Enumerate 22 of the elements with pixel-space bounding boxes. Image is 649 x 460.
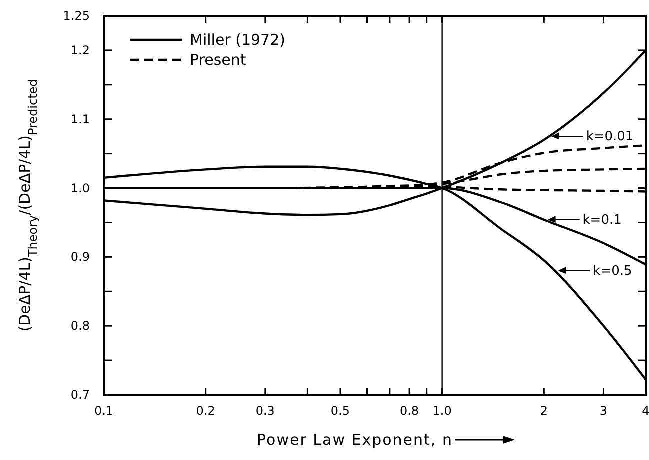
y-tick-label: 0.7 <box>70 388 90 402</box>
legend-label: Present <box>190 51 246 69</box>
x-tick-label: 4 <box>642 404 649 418</box>
annotation: k=0.1 <box>582 212 622 228</box>
x-tick-label: 0.1 <box>94 404 114 418</box>
x-tick-label: 0.2 <box>196 404 216 418</box>
annotation: k=0.5 <box>593 264 632 279</box>
x-tick-label: 1.0 <box>432 404 452 418</box>
legend-label: Miller (1972) <box>190 31 286 49</box>
x-axis-title: Power Law Exponent, n <box>257 431 453 449</box>
y-tick-label: 0.8 <box>70 319 90 334</box>
y-tick-label: 1.25 <box>63 9 90 23</box>
y-tick-label: 1.2 <box>70 43 90 58</box>
y-tick-label: 1.1 <box>70 112 90 126</box>
y-tick-label: 1.0 <box>70 181 90 196</box>
x-tick-label: 3 <box>600 404 608 418</box>
x-tick-label: 0.8 <box>400 404 420 418</box>
x-tick-label: 2 <box>540 404 548 418</box>
x-tick-label: 0.5 <box>330 404 350 418</box>
x-tick-label: 0.3 <box>256 404 275 418</box>
annotation: k=0.01 <box>586 130 634 145</box>
y-tick-label: 0.9 <box>70 250 90 264</box>
